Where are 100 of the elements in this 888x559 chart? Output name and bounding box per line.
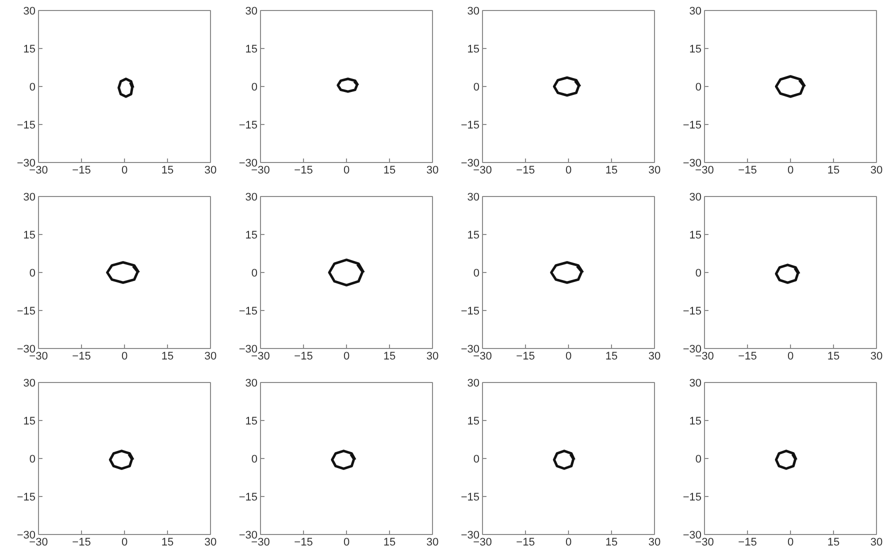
- x-tick-label: 30: [426, 536, 439, 548]
- x-tick-label: 0: [565, 164, 572, 176]
- x-tick-label: 0: [121, 350, 128, 362]
- y-tick-label: 0: [473, 82, 480, 94]
- y-tick-label: 0: [29, 268, 36, 280]
- y-tick-label: 30: [245, 192, 258, 204]
- y-tick-label: 15: [23, 230, 36, 242]
- x-tick-label: −15: [516, 536, 535, 548]
- x-tick-label: 15: [605, 536, 618, 548]
- y-tick-label: 0: [251, 454, 258, 466]
- x-tick-label: 0: [121, 164, 128, 176]
- y-tick-label: 0: [473, 268, 480, 280]
- x-tick-label: −15: [516, 350, 535, 362]
- x-tick-label: 0: [565, 536, 572, 548]
- x-tick-label: −15: [738, 350, 757, 362]
- x-tick-label: 15: [605, 350, 618, 362]
- y-tick-label: −15: [238, 306, 258, 318]
- y-tick-label: −15: [238, 120, 258, 132]
- line-series: [118, 78, 134, 98]
- y-tick-label: −15: [682, 306, 702, 318]
- x-tick-label: 30: [870, 536, 883, 548]
- x-tick-label: 15: [605, 164, 618, 176]
- y-tick-label: 30: [689, 378, 702, 390]
- x-tick-label: 0: [343, 350, 350, 362]
- x-tick-label: −15: [738, 536, 757, 548]
- x-tick-label: 15: [383, 164, 396, 176]
- y-tick-label: 30: [467, 192, 480, 204]
- x-tick-label: 0: [565, 350, 572, 362]
- y-tick-label: −15: [16, 306, 36, 318]
- y-tick-label: −15: [238, 492, 258, 504]
- y-tick-label: 30: [467, 6, 480, 18]
- x-tick-label: −15: [72, 536, 91, 548]
- y-tick-label: 15: [245, 44, 258, 56]
- y-tick-label: 0: [695, 82, 702, 94]
- x-tick-label: 30: [204, 536, 217, 548]
- y-tick-label: 30: [467, 378, 480, 390]
- line-series: [108, 450, 134, 470]
- y-tick-label: 15: [467, 416, 480, 428]
- x-tick-label: 15: [827, 536, 840, 548]
- y-tick-label: 30: [23, 6, 36, 18]
- y-tick-label: 15: [23, 416, 36, 428]
- y-tick-label: 30: [689, 6, 702, 18]
- x-tick-label: −15: [72, 350, 91, 362]
- x-tick-label: 15: [383, 350, 396, 362]
- x-tick-label: 30: [426, 164, 439, 176]
- y-tick-label: 0: [251, 268, 258, 280]
- y-tick-label: 15: [689, 416, 702, 428]
- y-tick-label: −15: [460, 306, 480, 318]
- line-series: [774, 264, 800, 284]
- line-series: [552, 76, 582, 97]
- x-tick-label: 15: [827, 164, 840, 176]
- x-tick-label: 0: [787, 536, 794, 548]
- x-tick-label: 15: [161, 350, 174, 362]
- y-tick-label: 30: [23, 192, 36, 204]
- y-tick-label: 15: [245, 230, 258, 242]
- x-tick-label: 15: [161, 164, 174, 176]
- line-series: [774, 450, 798, 470]
- line-series: [330, 450, 356, 470]
- y-tick-label: 30: [689, 192, 702, 204]
- line-series: [106, 261, 140, 284]
- line-series: [552, 450, 576, 470]
- y-tick-label: 15: [467, 230, 480, 242]
- x-tick-label: −15: [516, 164, 535, 176]
- x-tick-label: 30: [426, 350, 439, 362]
- y-tick-label: 15: [245, 416, 258, 428]
- x-tick-label: 30: [870, 350, 883, 362]
- y-tick-label: 0: [473, 454, 480, 466]
- y-tick-label: 0: [29, 82, 36, 94]
- x-tick-label: −15: [294, 164, 313, 176]
- x-tick-label: 0: [343, 536, 350, 548]
- y-tick-label: 15: [467, 44, 480, 56]
- y-tick-label: 15: [23, 44, 36, 56]
- y-tick-label: 15: [689, 230, 702, 242]
- x-tick-label: 30: [648, 350, 661, 362]
- y-tick-label: 0: [251, 82, 258, 94]
- y-tick-label: 30: [245, 378, 258, 390]
- y-tick-label: −15: [682, 492, 702, 504]
- x-tick-label: 0: [343, 164, 350, 176]
- x-tick-label: 0: [787, 350, 794, 362]
- line-series: [328, 258, 365, 286]
- y-tick-label: 30: [23, 378, 36, 390]
- x-tick-label: −15: [72, 164, 91, 176]
- x-tick-label: 0: [787, 164, 794, 176]
- x-tick-label: 15: [161, 536, 174, 548]
- x-tick-label: −15: [294, 536, 313, 548]
- x-tick-label: 30: [204, 350, 217, 362]
- y-tick-label: −15: [682, 120, 702, 132]
- x-tick-label: −15: [738, 164, 757, 176]
- y-tick-label: 0: [695, 454, 702, 466]
- y-tick-label: 15: [689, 44, 702, 56]
- x-tick-label: 30: [204, 164, 217, 176]
- y-tick-label: 0: [695, 268, 702, 280]
- x-tick-label: 30: [870, 164, 883, 176]
- y-tick-label: 30: [245, 6, 258, 18]
- y-tick-label: −15: [16, 120, 36, 132]
- y-tick-label: 0: [29, 454, 36, 466]
- line-series: [550, 261, 584, 284]
- x-tick-label: 30: [648, 536, 661, 548]
- y-tick-label: −15: [460, 492, 480, 504]
- line-series: [774, 75, 806, 98]
